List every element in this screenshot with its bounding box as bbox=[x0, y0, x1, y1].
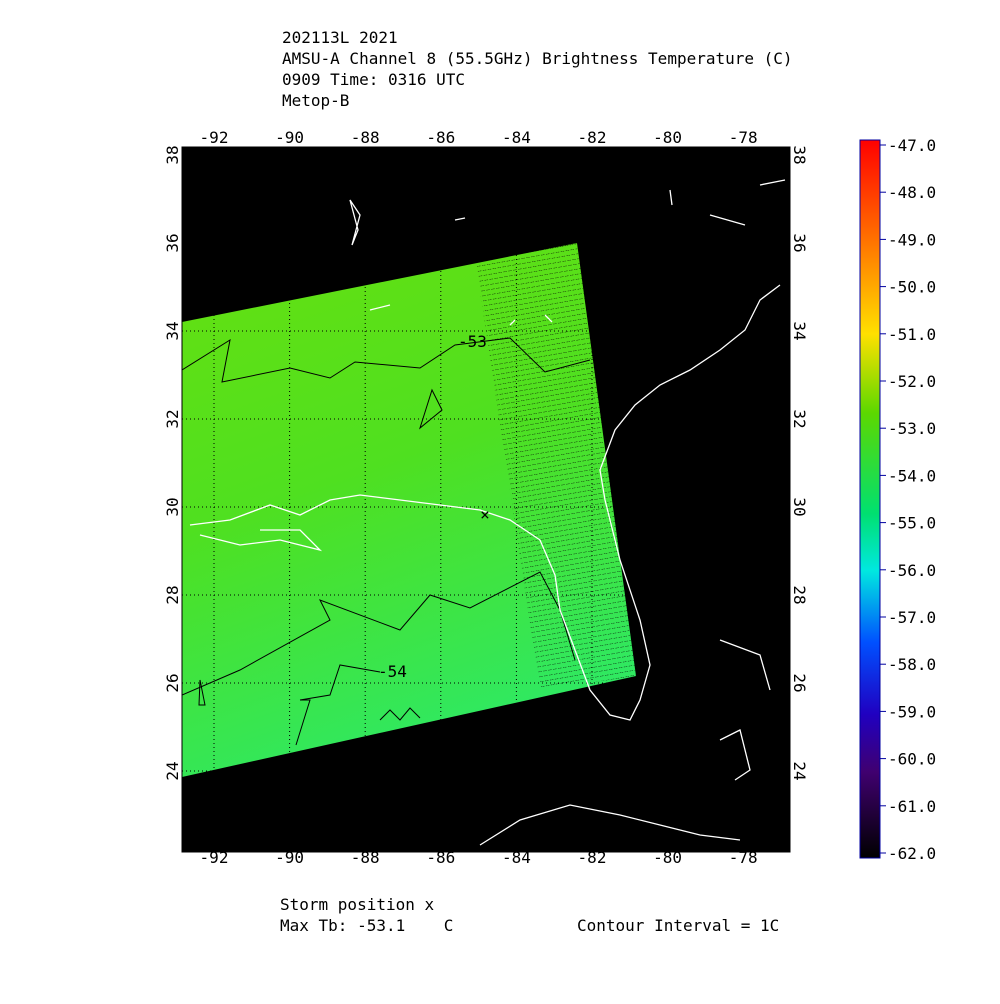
lon-label: -88 bbox=[351, 848, 380, 867]
lon-label: -90 bbox=[275, 848, 304, 867]
header: 202113L 2021 AMSU-A Channel 8 (55.5GHz) … bbox=[282, 28, 793, 110]
colorbar-labels: -47.0 -48.0 -49.0 -50.0 -51.0 -52.0 -53.0 -54.0… bbox=[880, 136, 936, 863]
lat-label: 34 bbox=[163, 321, 182, 340]
lon-label: -90 bbox=[275, 128, 304, 147]
colorbar-label: -52.0 bbox=[888, 372, 936, 391]
swath-hatch bbox=[475, 243, 636, 690]
lat-label: 32 bbox=[163, 409, 182, 428]
colorbar-label: -47.0 bbox=[888, 136, 936, 155]
colorbar-label: -49.0 bbox=[888, 230, 936, 249]
contour-label: -53 bbox=[458, 332, 487, 351]
lat-label: 32 bbox=[790, 409, 809, 428]
lon-label: -80 bbox=[653, 128, 682, 147]
contour-label: -54 bbox=[378, 662, 407, 681]
colorbar-label: -53.0 bbox=[888, 419, 936, 438]
colorbar-label: -59.0 bbox=[888, 702, 936, 721]
footer: Storm position x Max Tb: -53.1 C Contour… bbox=[280, 895, 779, 935]
lat-label: 34 bbox=[790, 321, 809, 340]
coastlines bbox=[189, 179, 786, 846]
header-line: 0909 Time: 0316 UTC bbox=[282, 70, 465, 89]
lon-label: -80 bbox=[653, 848, 682, 867]
lon-label: -92 bbox=[200, 128, 229, 147]
max-tb: Max Tb: -53.1 C bbox=[280, 916, 453, 935]
lat-label: 26 bbox=[790, 673, 809, 692]
colorbar-label: -51.0 bbox=[888, 325, 936, 344]
colorbar-label: -48.0 bbox=[888, 183, 936, 202]
storm-marker: × bbox=[480, 505, 490, 524]
colorbar-label: -58.0 bbox=[888, 655, 936, 674]
lon-label: -86 bbox=[426, 848, 455, 867]
contours bbox=[182, 337, 591, 746]
lat-label: 26 bbox=[163, 673, 182, 692]
map: × -53 -54 bbox=[182, 147, 790, 852]
lat-label: 36 bbox=[790, 233, 809, 252]
lat-label: 36 bbox=[163, 233, 182, 252]
lon-label: -82 bbox=[578, 848, 607, 867]
header-line: 202113L 2021 bbox=[282, 28, 398, 47]
lat-label: 30 bbox=[790, 497, 809, 516]
colorbar-label: -55.0 bbox=[888, 514, 936, 533]
lon-label: -84 bbox=[502, 128, 531, 147]
lon-label: -78 bbox=[729, 128, 758, 147]
lat-label: 30 bbox=[163, 497, 182, 516]
colorbar-label: -62.0 bbox=[888, 844, 936, 863]
lat-label: 28 bbox=[790, 585, 809, 604]
colorbar-label: -50.0 bbox=[888, 278, 936, 297]
lon-label: -88 bbox=[351, 128, 380, 147]
grid bbox=[182, 147, 790, 852]
lon-label: -82 bbox=[578, 128, 607, 147]
colorbar-label: -60.0 bbox=[888, 750, 936, 769]
contour-interval: Contour Interval = 1C bbox=[577, 916, 779, 935]
colorbar-label: -57.0 bbox=[888, 608, 936, 627]
map-axes: -92 -92 -90 -90 -88 -88 -86 -86 -84 -84 -82 -82 -80 -… bbox=[163, 128, 809, 867]
lat-label: 28 bbox=[163, 585, 182, 604]
colorbar-label: -56.0 bbox=[888, 561, 936, 580]
storm-position: Storm position x bbox=[280, 895, 434, 914]
lat-label: 24 bbox=[790, 761, 809, 780]
lon-label: -86 bbox=[426, 128, 455, 147]
header-line: AMSU-A Channel 8 (55.5GHz) Brightness Te… bbox=[282, 49, 793, 68]
header-line: Metop-B bbox=[282, 91, 349, 110]
lon-label: -84 bbox=[502, 848, 531, 867]
colorbar bbox=[859, 139, 881, 859]
lat-label: 24 bbox=[163, 761, 182, 780]
colorbar-label: -54.0 bbox=[888, 466, 936, 485]
lat-label: 38 bbox=[790, 145, 809, 164]
colorbar-label: -61.0 bbox=[888, 797, 936, 816]
map-frame bbox=[181, 146, 791, 853]
lon-label: -92 bbox=[200, 848, 229, 867]
lat-label: 38 bbox=[163, 145, 182, 164]
lon-label: -78 bbox=[729, 848, 758, 867]
